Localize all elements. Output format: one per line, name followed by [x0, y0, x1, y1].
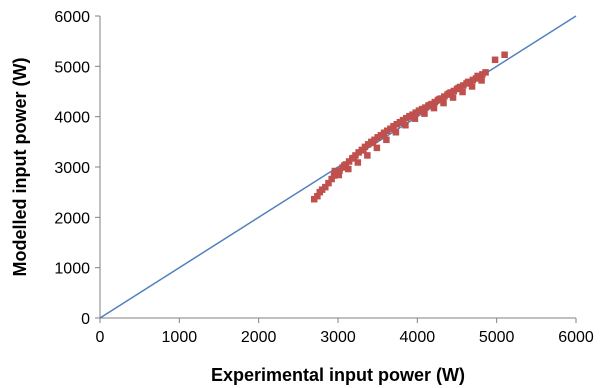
- y-axis-title: Modelled input power (W): [10, 58, 30, 277]
- y-tick-label: 1000: [54, 261, 90, 278]
- data-point: [354, 159, 362, 166]
- data-point: [478, 77, 485, 84]
- x-tick-label: 4000: [400, 329, 436, 346]
- x-tick-label: 5000: [479, 329, 515, 346]
- data-point: [328, 175, 335, 183]
- data-point: [407, 113, 415, 120]
- data-point: [369, 139, 377, 147]
- y-tick-labels: 0 1000 2000 3000 4000 5000 6000: [54, 9, 100, 328]
- data-point: [430, 104, 438, 112]
- data-point: [360, 147, 367, 154]
- data-point: [455, 84, 462, 92]
- data-point: [482, 69, 489, 76]
- data-point: [350, 154, 358, 162]
- data-point: [379, 132, 386, 139]
- data-point: [501, 51, 508, 59]
- x-tick-label: 6000: [558, 329, 594, 346]
- y-tick-label: 4000: [54, 110, 90, 127]
- data-point: [392, 129, 400, 136]
- data-point: [373, 144, 381, 152]
- x-tick-label: 3000: [320, 329, 356, 346]
- data-point: [335, 171, 343, 179]
- data-point: [402, 121, 409, 129]
- data-point: [325, 179, 332, 187]
- data-point: [398, 119, 405, 126]
- data-point: [445, 90, 453, 97]
- data-point: [417, 107, 424, 115]
- data-point: [436, 95, 443, 103]
- data-point: [459, 88, 466, 96]
- data-point: [383, 136, 390, 144]
- data-point: [464, 78, 472, 86]
- y-tick-label: 0: [81, 311, 90, 328]
- data-point: [474, 72, 481, 80]
- data-point: [322, 183, 329, 191]
- data-point: [345, 165, 352, 173]
- x-axis-title: Experimental input power (W): [211, 365, 465, 385]
- y-tick-label: 6000: [54, 9, 90, 26]
- x-tick-label: 2000: [241, 329, 277, 346]
- data-point: [388, 125, 396, 132]
- data-point: [331, 167, 339, 175]
- x-tick-labels: 0 1000 2000 3000 4000 5000 6000: [96, 318, 594, 346]
- data-point: [491, 56, 499, 64]
- reference-line: [99, 15, 577, 319]
- data-point: [440, 99, 447, 107]
- data-point: [341, 162, 348, 169]
- y-tick-label: 2000: [54, 210, 90, 227]
- data-point: [364, 152, 371, 159]
- y-tick-label: 5000: [54, 59, 90, 76]
- data-point: [426, 101, 434, 109]
- x-tick-label: 1000: [162, 329, 198, 346]
- data-point: [449, 94, 457, 101]
- data-point: [314, 192, 321, 200]
- series-layer: [99, 15, 577, 319]
- x-tick-label: 0: [96, 329, 105, 346]
- data-point: [421, 110, 428, 117]
- data-point: [411, 115, 419, 122]
- data-point: [468, 83, 476, 90]
- y-tick-label: 3000: [54, 160, 90, 177]
